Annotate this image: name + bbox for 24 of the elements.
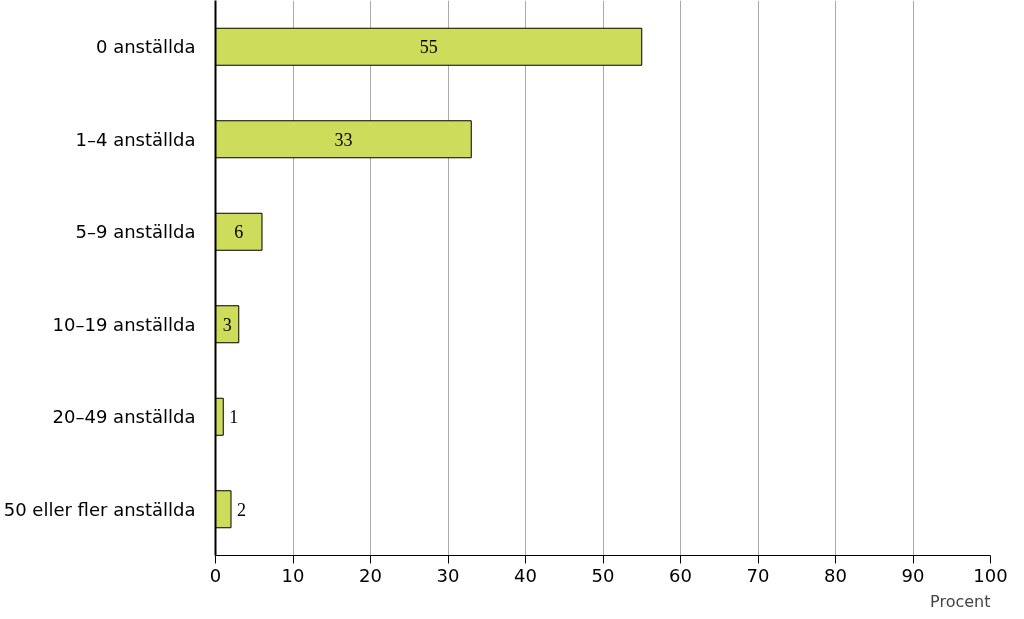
- y-tick-label: 10–19 anställda: [52, 313, 196, 335]
- y-tick-label: 1–4 anställda: [75, 128, 196, 150]
- data-label: 55: [419, 37, 438, 58]
- y-tick-label: 0 anställda: [95, 36, 196, 58]
- x-tick-label: 70: [746, 564, 770, 586]
- x-tick-label: 40: [514, 564, 537, 586]
- x-tick-label: 10: [281, 564, 305, 586]
- x-tick-label: 0: [209, 564, 222, 586]
- data-label: 33: [334, 129, 353, 150]
- y-tick-label: 5–9 anställda: [75, 221, 196, 243]
- y-tick-label: 20–49 anställda: [52, 406, 196, 428]
- data-label: 1: [229, 407, 239, 428]
- x-tick-label: 100: [973, 564, 1008, 586]
- x-tick-label: 30: [436, 564, 460, 586]
- x-axis-title: Procent: [930, 591, 991, 611]
- x-tick-label: 60: [669, 564, 692, 586]
- data-label: 3: [222, 314, 232, 335]
- data-label: 6: [234, 222, 244, 243]
- x-tick-label: 50: [591, 564, 615, 586]
- x-tick-label: 90: [901, 564, 925, 586]
- y-tick-label: 50 eller fler anställda: [3, 498, 196, 520]
- x-tick-label: 80: [824, 564, 847, 586]
- x-tick-label: 20: [359, 564, 382, 586]
- data-label: 2: [237, 499, 246, 520]
